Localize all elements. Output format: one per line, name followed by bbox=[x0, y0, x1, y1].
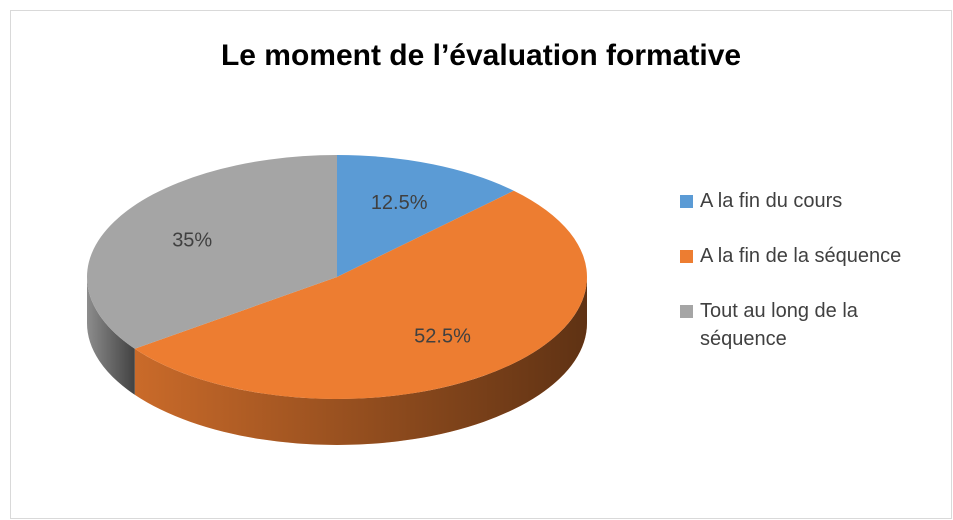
slice bbox=[337, 155, 514, 277]
data-label: 52.5% bbox=[414, 326, 471, 348]
legend-swatch bbox=[680, 250, 693, 263]
legend-item: A la fin de la séquence bbox=[680, 245, 942, 270]
slice bbox=[87, 155, 338, 349]
slice bbox=[134, 190, 588, 400]
data-label: 12.5% bbox=[371, 192, 428, 214]
legend-label: A la fin de la séquence bbox=[700, 245, 902, 267]
legend-item: Tout au long de la séquence bbox=[680, 300, 942, 353]
legend-swatch bbox=[680, 195, 693, 208]
legend-label: Tout au long de la séquence bbox=[700, 300, 858, 350]
slice-side-shade bbox=[87, 277, 135, 395]
legend: A la fin du cours A la fin de la séquence… bbox=[680, 190, 942, 383]
legend-label: A la fin du cours bbox=[700, 190, 843, 212]
chart-title: Le moment de l’évaluation formative bbox=[221, 39, 741, 72]
data-label: 35% bbox=[172, 229, 212, 251]
legend-item: A la fin du cours bbox=[680, 190, 942, 215]
slice-side-shade bbox=[134, 277, 587, 445]
legend-swatch bbox=[680, 305, 693, 318]
